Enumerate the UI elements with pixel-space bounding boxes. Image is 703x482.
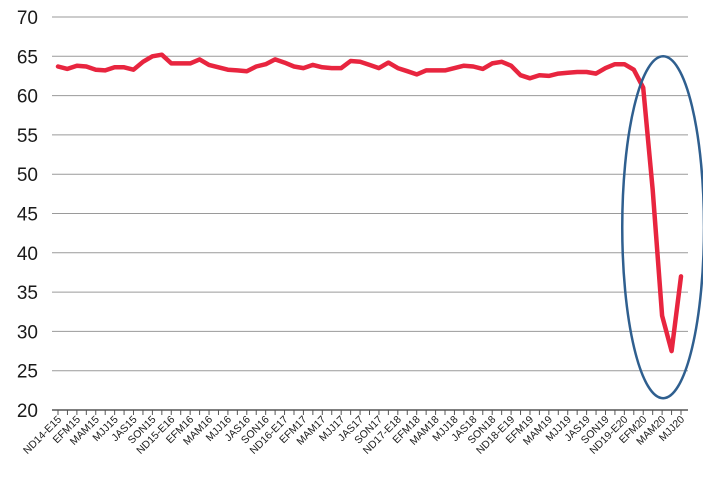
y-tick-label: 35	[17, 283, 38, 304]
y-tick-label: 40	[17, 244, 38, 265]
y-tick-label: 60	[17, 87, 38, 108]
series-line-0	[55, 52, 684, 354]
y-tick-label: 55	[17, 126, 38, 147]
y-tick-label: 70	[17, 8, 38, 29]
y-tick-label: 20	[17, 401, 38, 422]
highlight-ellipse	[621, 55, 703, 400]
annotation-layer	[621, 55, 703, 400]
x-axis: ND14-E15EFM15MAM15MJJ15JAS15SON15ND15-E1…	[21, 409, 688, 457]
y-tick-label: 50	[17, 165, 38, 186]
series-layer	[55, 52, 684, 354]
y-tick-label: 25	[17, 362, 38, 383]
y-tick-label: 30	[17, 322, 38, 343]
gridlines	[52, 16, 688, 372]
y-axis: 20 25 30 35 40 45 50 55 60 65 70	[17, 8, 38, 422]
y-tick-label: 45	[17, 205, 38, 226]
y-tick-label: 65	[17, 47, 38, 68]
